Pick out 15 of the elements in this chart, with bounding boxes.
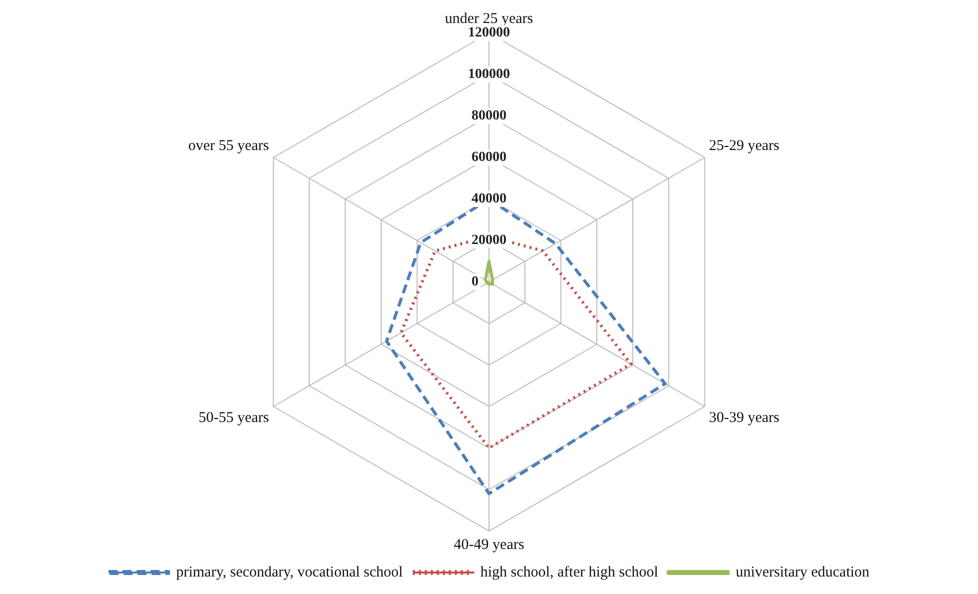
legend-label: high school, after high school (480, 564, 658, 580)
spoke-label: under 25 years (444, 10, 534, 27)
spoke-label: 30-39 years (708, 410, 780, 426)
spoke-label: 50-55 years (198, 410, 270, 426)
y-tick-label: 60000 (472, 150, 506, 166)
legend-label: universitary education (736, 564, 870, 580)
y-tick-label: 80000 (472, 108, 506, 124)
y-tick-label: 0 (472, 274, 478, 290)
y-tick-label: 20000 (472, 233, 506, 248)
spoke-label: 40-49 years (454, 536, 524, 553)
legend-label: primary, secondary, vocational school (176, 564, 403, 580)
y-tick-label: 100000 (468, 67, 510, 82)
y-tick-label: 120000 (468, 26, 510, 41)
spoke-label: over 55 years (188, 138, 270, 154)
spoke-label: 25-29 years (708, 138, 780, 154)
